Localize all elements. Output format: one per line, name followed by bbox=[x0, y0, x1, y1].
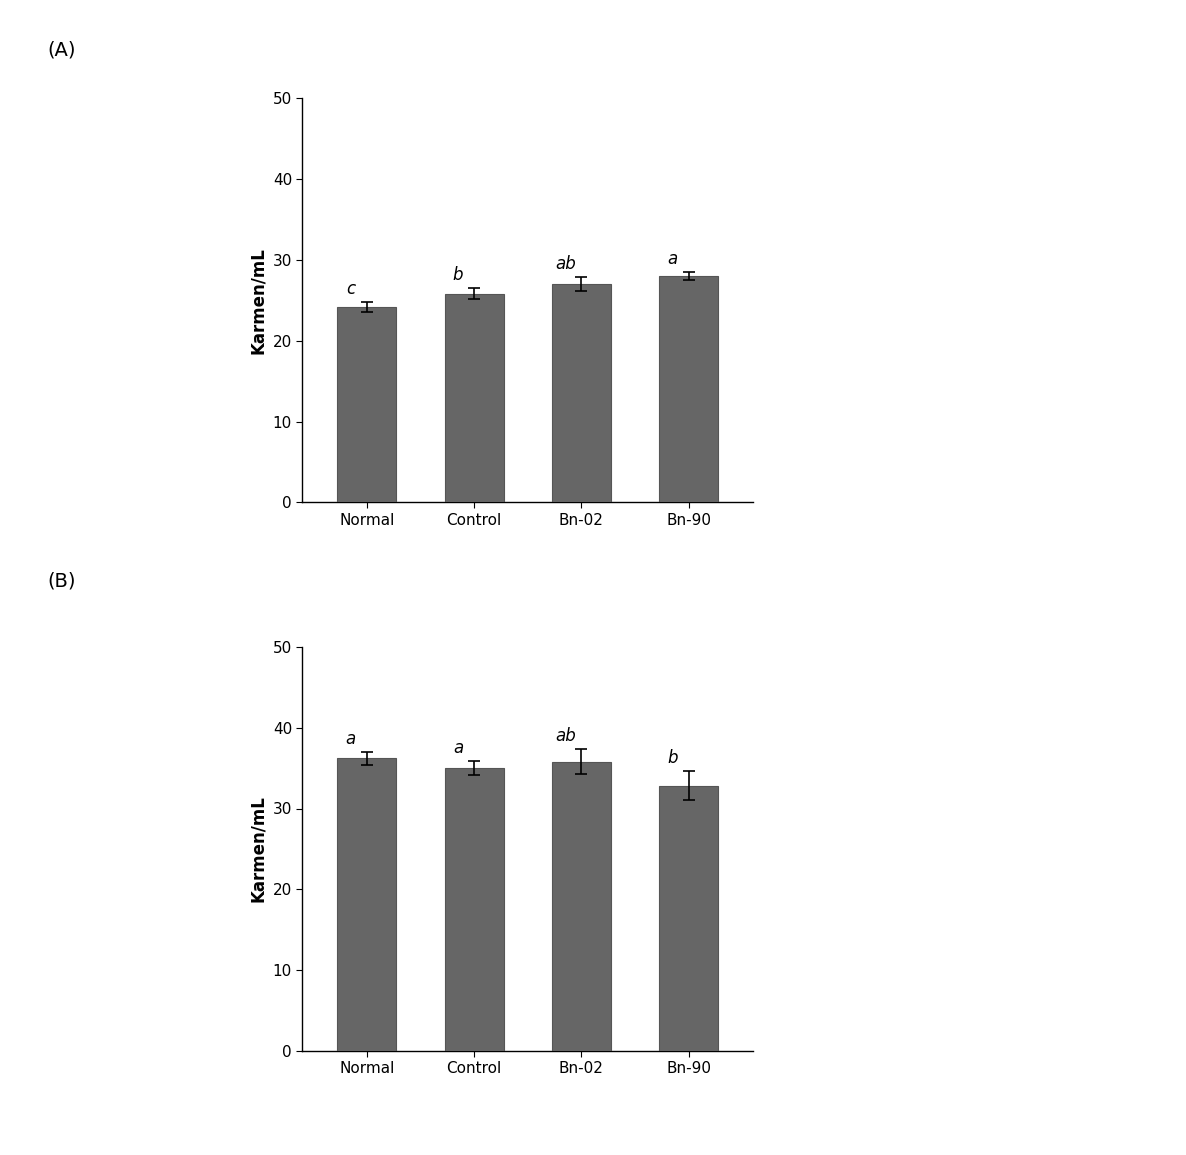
Bar bbox=[659, 785, 719, 1051]
Bar bbox=[337, 759, 396, 1051]
Text: (A): (A) bbox=[47, 40, 76, 59]
Text: ab: ab bbox=[555, 255, 575, 273]
Bar bbox=[337, 307, 396, 502]
Text: b: b bbox=[668, 750, 678, 767]
Text: ab: ab bbox=[555, 728, 575, 745]
Bar bbox=[551, 761, 611, 1051]
Y-axis label: Karmen/mL: Karmen/mL bbox=[249, 796, 267, 902]
Text: a: a bbox=[345, 730, 356, 748]
Bar bbox=[551, 284, 611, 502]
Text: c: c bbox=[346, 280, 356, 298]
Bar bbox=[659, 276, 719, 502]
Y-axis label: Karmen/mL: Karmen/mL bbox=[249, 247, 267, 353]
Text: a: a bbox=[668, 249, 677, 268]
Bar bbox=[445, 293, 504, 502]
Text: b: b bbox=[453, 266, 464, 284]
Text: a: a bbox=[453, 739, 464, 757]
Bar bbox=[445, 768, 504, 1051]
Text: (B): (B) bbox=[47, 572, 76, 590]
